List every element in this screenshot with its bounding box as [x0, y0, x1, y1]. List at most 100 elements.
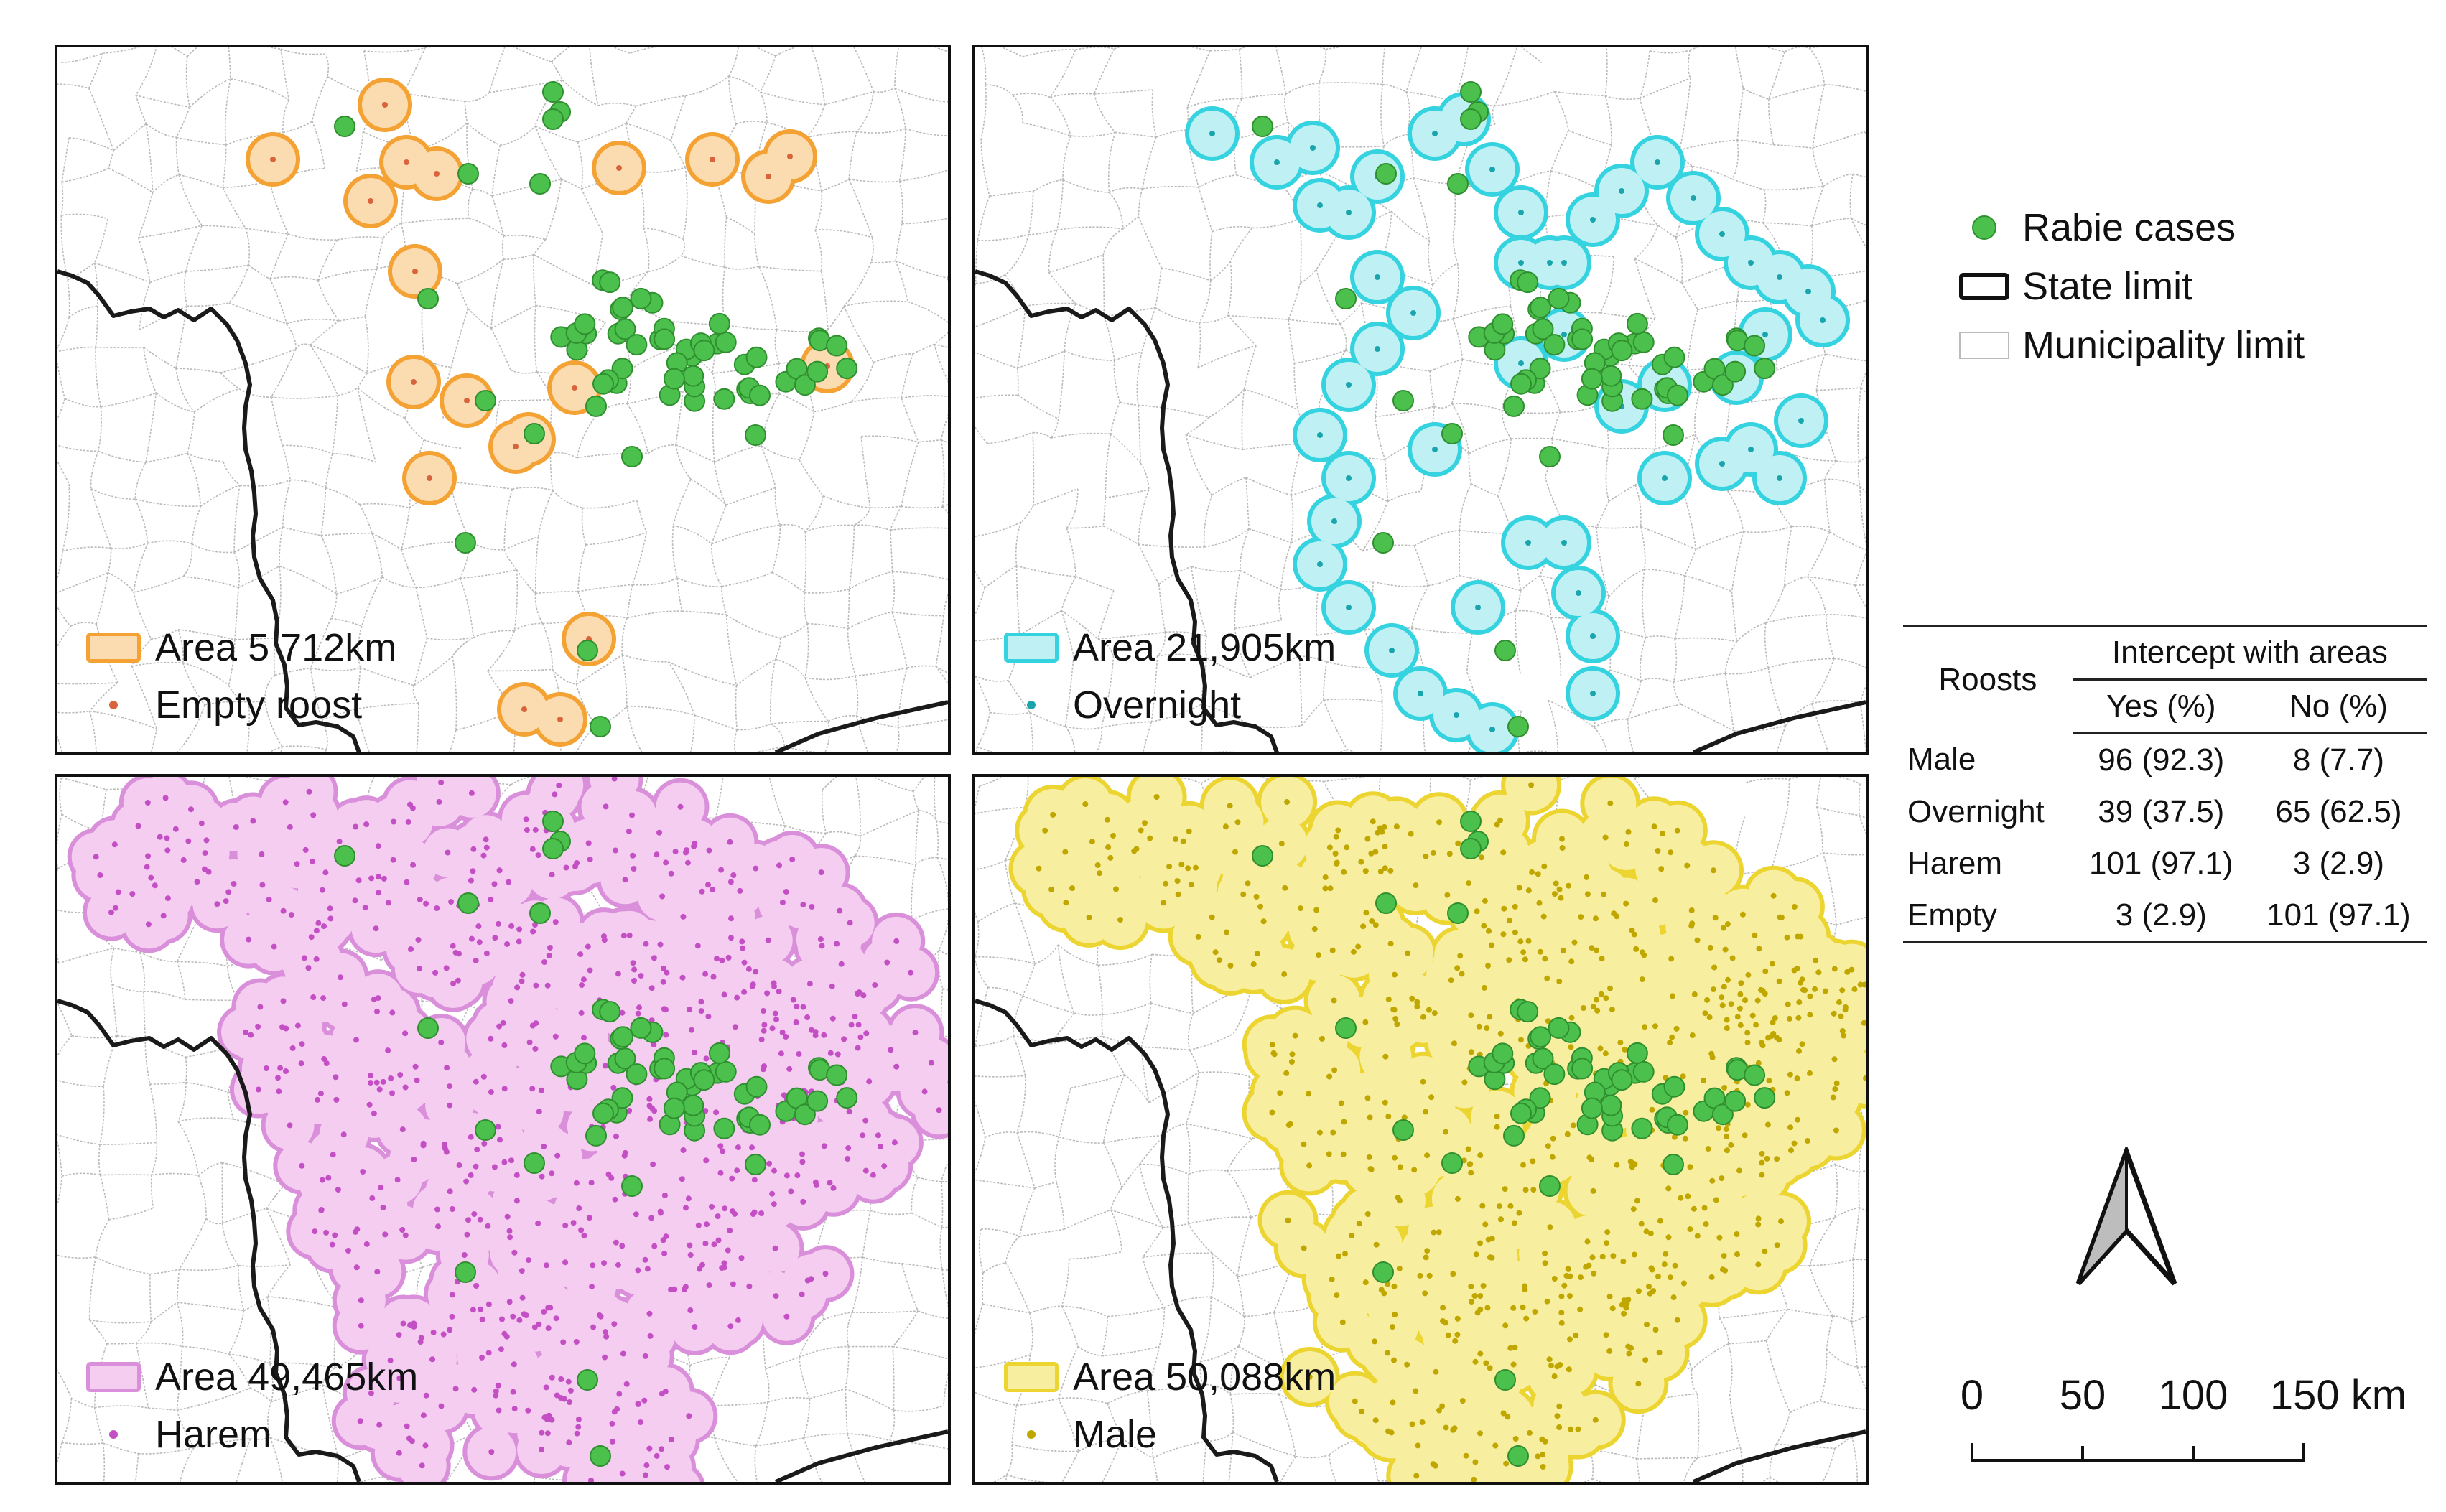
roost-point	[1483, 1360, 1489, 1366]
roost-point	[468, 935, 475, 942]
state-limit-line	[1692, 700, 1866, 752]
roost-point	[319, 887, 325, 893]
roost-point	[579, 982, 585, 989]
roost-point	[779, 900, 786, 905]
roost-point	[508, 923, 515, 929]
roost-point	[1319, 1035, 1325, 1042]
roost-point	[691, 843, 697, 849]
roost-point	[1344, 844, 1350, 851]
roost-point	[1489, 167, 1495, 172]
roost-point	[1755, 1215, 1762, 1222]
roost-point	[884, 959, 890, 966]
roost-point	[921, 1088, 928, 1095]
roost-point	[1494, 821, 1500, 828]
roost-point	[464, 398, 470, 403]
roost-point	[448, 899, 455, 905]
roost-point	[1382, 1099, 1388, 1106]
roost-point	[728, 915, 734, 922]
roost-point	[333, 1096, 340, 1103]
roost-point	[660, 979, 666, 985]
roost-point	[1755, 1060, 1762, 1066]
roost-point	[115, 889, 121, 895]
roost-point	[180, 857, 187, 863]
roost-point	[848, 1022, 855, 1028]
roost-point	[511, 1361, 517, 1368]
roost-point	[1541, 863, 1548, 869]
roost-point	[374, 1269, 381, 1275]
rabies-case-point	[577, 1369, 598, 1391]
roost-point	[450, 943, 456, 949]
roost-point	[1428, 1094, 1435, 1101]
roost-point	[399, 1126, 406, 1133]
rabies-case-point	[626, 1063, 648, 1086]
map-panel-harem: Area 49,465km Harem	[55, 774, 951, 1485]
roost-point	[378, 1185, 384, 1191]
roost-point	[631, 966, 638, 973]
roost-point	[385, 1047, 391, 1054]
roost-point	[1392, 1016, 1399, 1022]
roost-point	[294, 861, 300, 867]
rabies-case-point	[542, 838, 564, 859]
roost-point	[1326, 844, 1333, 851]
row-label: Male	[1907, 742, 1976, 778]
rabies-case-point	[1663, 346, 1685, 368]
roost-point	[1477, 1306, 1484, 1312]
roost-point	[1778, 1218, 1784, 1225]
roost-point	[396, 1332, 402, 1338]
roost-point	[112, 905, 118, 911]
roost-point	[360, 1169, 366, 1175]
roost-point	[1257, 903, 1263, 910]
roost-point	[1382, 844, 1388, 850]
roost-point	[1594, 997, 1599, 1003]
rabies-case-point	[529, 173, 551, 195]
rabies-case-point	[654, 328, 676, 350]
roost-point	[1234, 819, 1241, 826]
roost-point	[1497, 1030, 1504, 1037]
roost-point	[1432, 447, 1438, 452]
roost-point	[721, 991, 727, 998]
rabies-case-point	[475, 1119, 496, 1141]
roost-point	[1619, 188, 1624, 194]
roost-point	[1326, 1151, 1332, 1157]
rabies-case-point	[1532, 1047, 1554, 1070]
roost-point	[1459, 1398, 1466, 1404]
rabies-case-point	[1532, 318, 1554, 340]
roost-point	[1667, 1274, 1673, 1281]
roost-point	[847, 920, 853, 926]
roost-point	[526, 1257, 531, 1264]
roost-point	[1459, 971, 1465, 977]
roost-point	[519, 1294, 526, 1301]
roost-point	[1362, 1019, 1369, 1025]
roost-point	[1317, 432, 1323, 438]
roost-point	[772, 1245, 778, 1251]
rabies-case-point	[1494, 640, 1516, 661]
panel-legend: Area 21,905km Overnight	[1004, 619, 1336, 734]
roost-point	[1776, 978, 1782, 984]
roost-point	[529, 1086, 536, 1092]
roost-point	[374, 1008, 380, 1014]
roost-point	[422, 1442, 429, 1449]
roost-point	[709, 1203, 715, 1210]
roost-point	[878, 1144, 883, 1149]
roost-point	[546, 953, 552, 958]
roost-point	[610, 1084, 617, 1091]
roost-point	[506, 1228, 513, 1234]
roost-point	[325, 1175, 332, 1181]
roost-point	[315, 920, 322, 926]
rabies-case-point	[745, 346, 768, 368]
roost-point	[1621, 1310, 1627, 1317]
roost-point	[1831, 966, 1838, 972]
roost-point	[493, 1388, 499, 1394]
roost-point	[447, 1327, 453, 1333]
roost-point	[1720, 925, 1726, 931]
roost-point	[513, 444, 519, 449]
roost-point	[1647, 1230, 1654, 1236]
roost-point	[619, 1009, 626, 1016]
roost-point	[1484, 1305, 1491, 1311]
roost-point	[776, 862, 782, 869]
roost-point	[1512, 903, 1518, 910]
roost-point	[1758, 986, 1764, 993]
roost-point	[1568, 1014, 1575, 1021]
roost-point	[1250, 961, 1257, 967]
rabies-case-point	[455, 1261, 476, 1283]
